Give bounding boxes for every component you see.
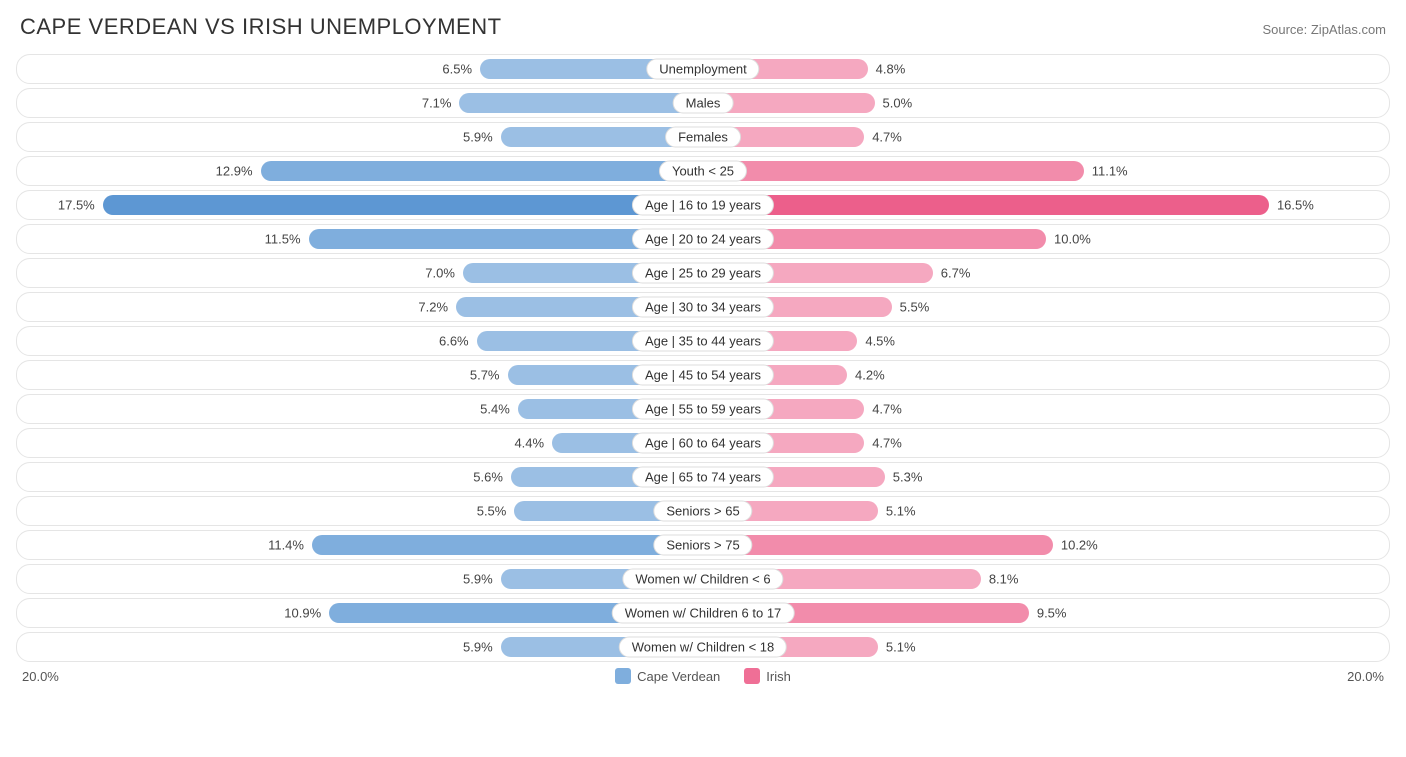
chart-source: Source: ZipAtlas.com — [1262, 22, 1386, 37]
chart-row: 5.9% 5.1% Women w/ Children < 18 — [16, 632, 1390, 662]
value-right: 4.2% — [855, 368, 885, 383]
chart-row: 4.4% 4.7% Age | 60 to 64 years — [16, 428, 1390, 458]
bar-right — [703, 161, 1084, 181]
value-right: 4.7% — [872, 130, 902, 145]
category-label: Youth < 25 — [659, 161, 747, 182]
legend-item-right: Irish — [744, 668, 791, 684]
value-left: 6.6% — [439, 334, 469, 349]
category-label: Age | 65 to 74 years — [632, 467, 774, 488]
chart-row: 6.5% 4.8% Unemployment — [16, 54, 1390, 84]
value-right: 9.5% — [1037, 606, 1067, 621]
legend: Cape Verdean Irish — [615, 668, 791, 684]
bar-left — [261, 161, 703, 181]
category-label: Seniors > 65 — [653, 501, 752, 522]
legend-item-left: Cape Verdean — [615, 668, 720, 684]
value-right: 11.1% — [1092, 164, 1128, 179]
value-right: 4.7% — [872, 402, 902, 417]
value-left: 5.5% — [477, 504, 507, 519]
category-label: Age | 30 to 34 years — [632, 297, 774, 318]
chart-row: 5.5% 5.1% Seniors > 65 — [16, 496, 1390, 526]
legend-swatch-left — [615, 668, 631, 684]
value-left: 12.9% — [216, 164, 253, 179]
value-left: 10.9% — [284, 606, 321, 621]
value-left: 5.9% — [463, 130, 493, 145]
value-right: 8.1% — [989, 572, 1019, 587]
value-left: 11.4% — [268, 538, 304, 553]
category-label: Age | 20 to 24 years — [632, 229, 774, 250]
value-right: 4.7% — [872, 436, 902, 451]
category-label: Women w/ Children 6 to 17 — [612, 603, 795, 624]
legend-label-right: Irish — [766, 669, 791, 684]
value-right: 5.0% — [883, 96, 913, 111]
chart-header: CAPE VERDEAN VS IRISH UNEMPLOYMENT Sourc… — [16, 14, 1390, 40]
legend-swatch-right — [744, 668, 760, 684]
chart-row: 12.9% 11.1% Youth < 25 — [16, 156, 1390, 186]
category-label: Age | 60 to 64 years — [632, 433, 774, 454]
value-right: 16.5% — [1277, 198, 1314, 213]
value-right: 4.8% — [876, 62, 906, 77]
value-left: 5.4% — [480, 402, 510, 417]
category-label: Age | 55 to 59 years — [632, 399, 774, 420]
chart-row: 5.9% 8.1% Women w/ Children < 6 — [16, 564, 1390, 594]
category-label: Unemployment — [646, 59, 759, 80]
chart-row: 17.5% 16.5% Age | 16 to 19 years — [16, 190, 1390, 220]
value-right: 10.2% — [1061, 538, 1098, 553]
axis-right-max: 20.0% — [1347, 669, 1384, 684]
value-left: 5.9% — [463, 640, 493, 655]
chart-row: 6.6% 4.5% Age | 35 to 44 years — [16, 326, 1390, 356]
value-left: 4.4% — [514, 436, 544, 451]
chart-row: 7.0% 6.7% Age | 25 to 29 years — [16, 258, 1390, 288]
value-right: 4.5% — [865, 334, 895, 349]
bar-right — [703, 195, 1269, 215]
category-label: Age | 45 to 54 years — [632, 365, 774, 386]
diverging-bar-chart: 6.5% 4.8% Unemployment 7.1% 5.0% Males 5.9% 4.7… — [16, 54, 1390, 662]
chart-row: 11.5% 10.0% Age | 20 to 24 years — [16, 224, 1390, 254]
chart-row: 5.9% 4.7% Females — [16, 122, 1390, 152]
value-left: 7.0% — [425, 266, 455, 281]
value-right: 6.7% — [941, 266, 971, 281]
value-left: 5.9% — [463, 572, 493, 587]
category-label: Age | 16 to 19 years — [632, 195, 774, 216]
value-left: 11.5% — [265, 232, 301, 247]
value-left: 5.7% — [470, 368, 500, 383]
category-label: Seniors > 75 — [653, 535, 752, 556]
chart-title: CAPE VERDEAN VS IRISH UNEMPLOYMENT — [20, 14, 502, 40]
chart-row: 11.4% 10.2% Seniors > 75 — [16, 530, 1390, 560]
chart-footer: 20.0% Cape Verdean Irish 20.0% — [16, 668, 1390, 684]
bar-left — [103, 195, 703, 215]
chart-row: 7.1% 5.0% Males — [16, 88, 1390, 118]
chart-row: 5.7% 4.2% Age | 45 to 54 years — [16, 360, 1390, 390]
value-left: 7.2% — [418, 300, 448, 315]
category-label: Females — [665, 127, 741, 148]
value-right: 5.5% — [900, 300, 930, 315]
chart-row: 10.9% 9.5% Women w/ Children 6 to 17 — [16, 598, 1390, 628]
chart-row: 7.2% 5.5% Age | 30 to 34 years — [16, 292, 1390, 322]
category-label: Age | 35 to 44 years — [632, 331, 774, 352]
axis-left-max: 20.0% — [22, 669, 59, 684]
bar-left — [312, 535, 703, 555]
category-label: Women w/ Children < 18 — [619, 637, 787, 658]
value-left: 5.6% — [473, 470, 503, 485]
value-right: 10.0% — [1054, 232, 1091, 247]
value-left: 6.5% — [442, 62, 472, 77]
chart-row: 5.6% 5.3% Age | 65 to 74 years — [16, 462, 1390, 492]
bar-left — [459, 93, 703, 113]
category-label: Women w/ Children < 6 — [622, 569, 783, 590]
value-right: 5.1% — [886, 640, 916, 655]
category-label: Males — [673, 93, 734, 114]
category-label: Age | 25 to 29 years — [632, 263, 774, 284]
bar-right — [703, 535, 1053, 555]
chart-row: 5.4% 4.7% Age | 55 to 59 years — [16, 394, 1390, 424]
value-left: 7.1% — [422, 96, 452, 111]
legend-label-left: Cape Verdean — [637, 669, 720, 684]
value-right: 5.1% — [886, 504, 916, 519]
value-right: 5.3% — [893, 470, 923, 485]
value-left: 17.5% — [58, 198, 95, 213]
